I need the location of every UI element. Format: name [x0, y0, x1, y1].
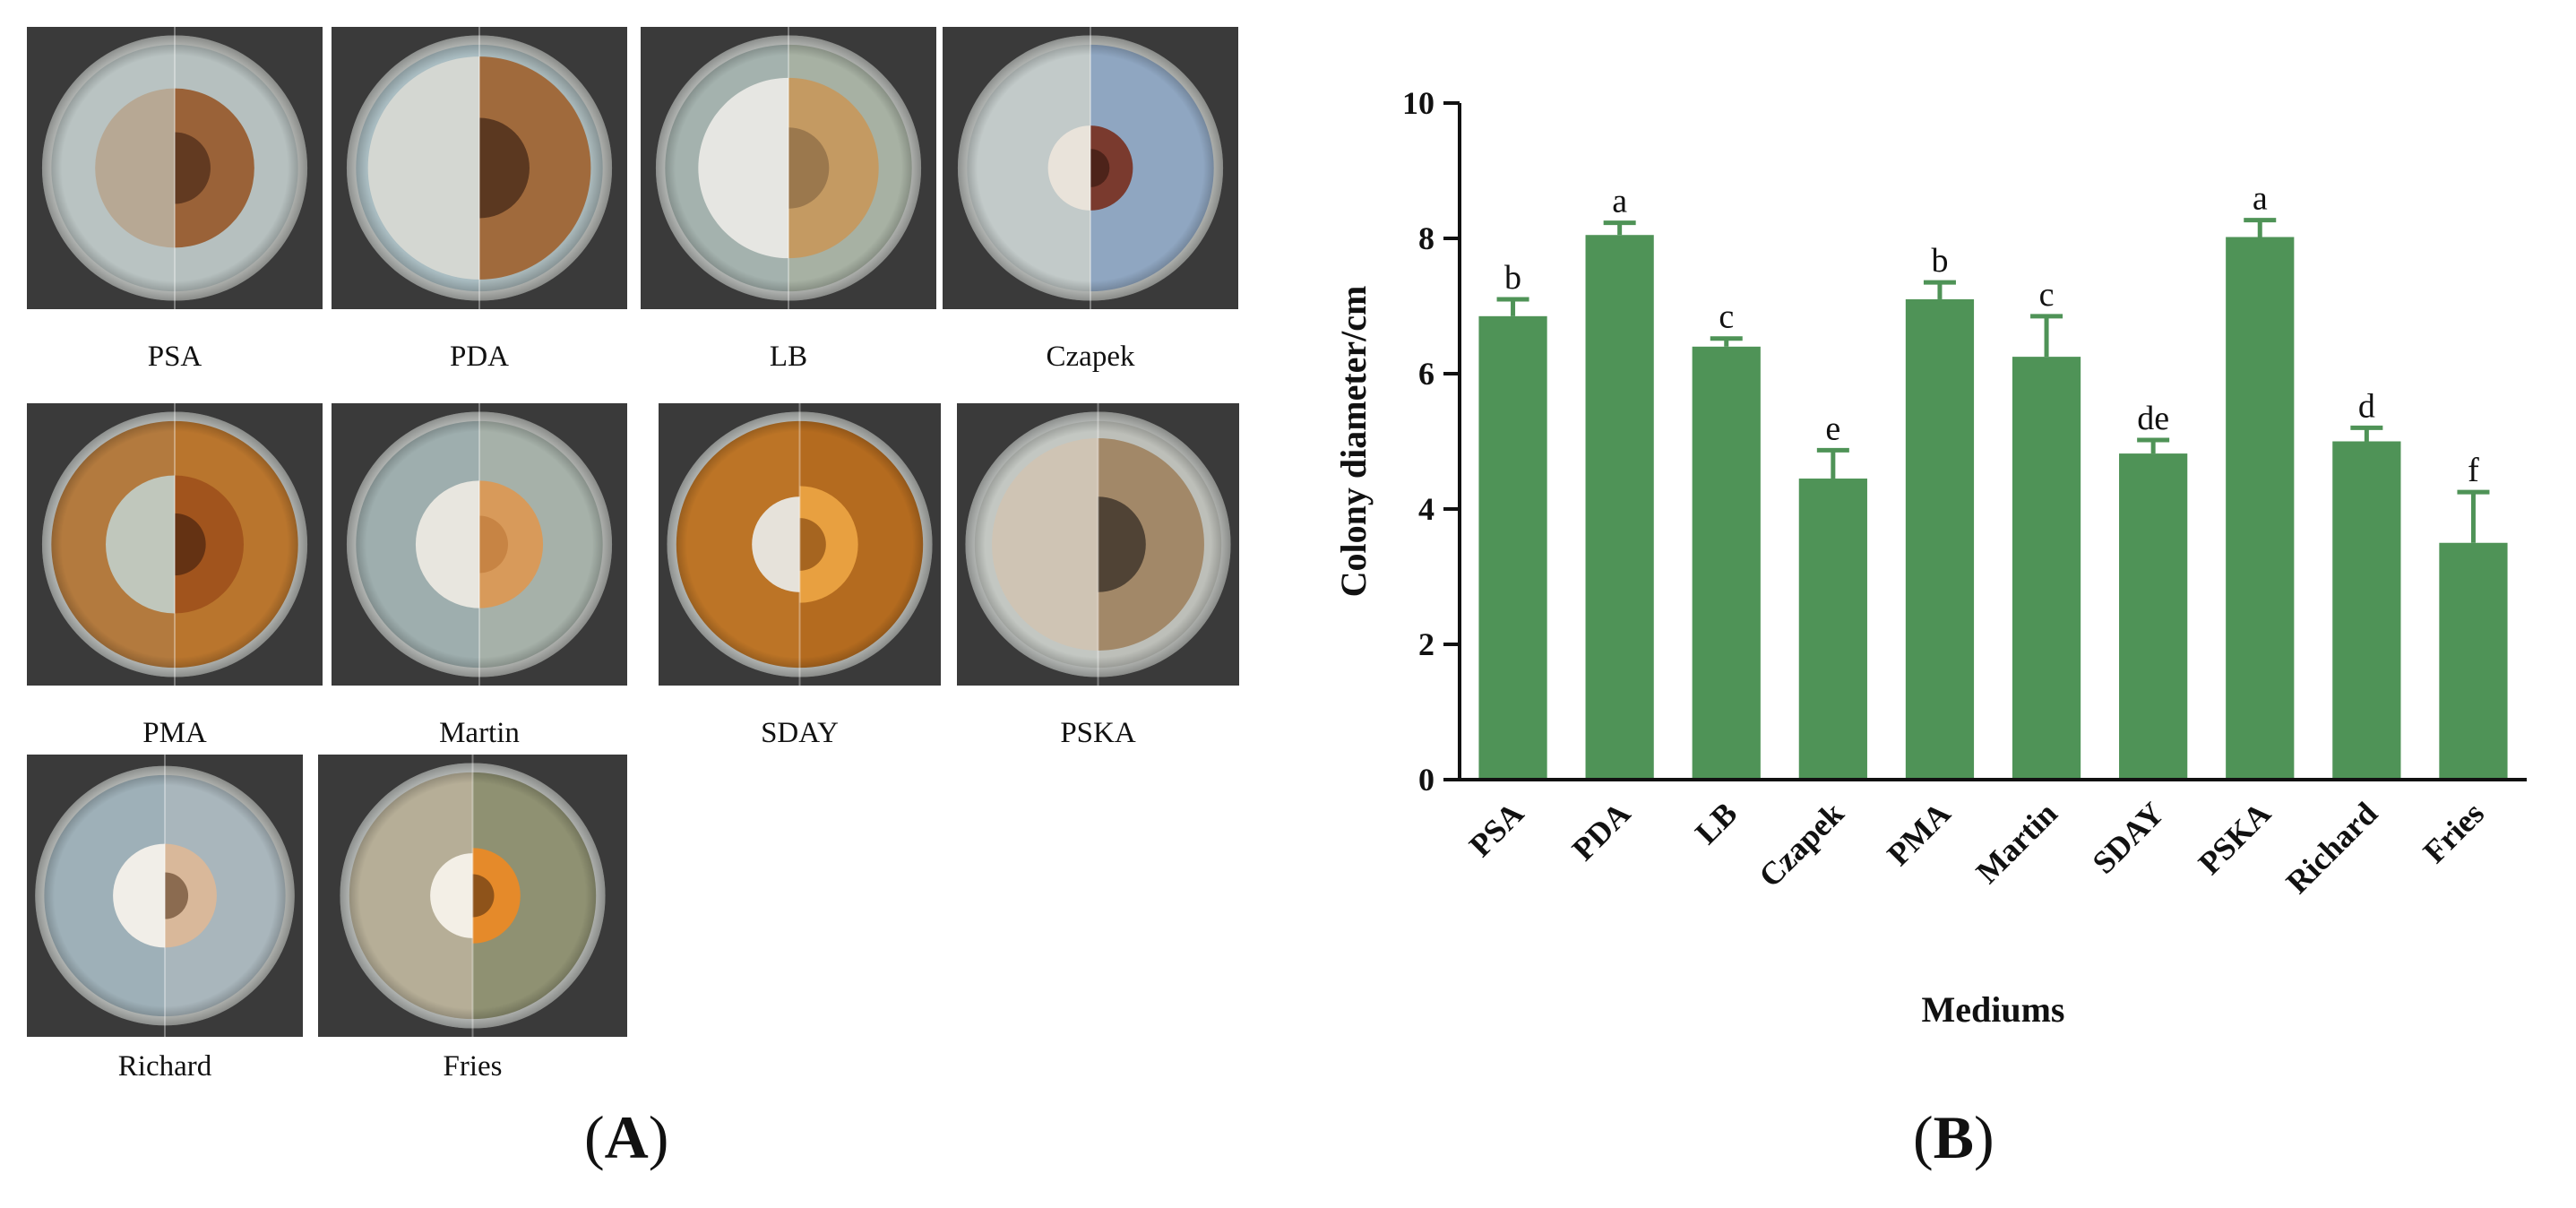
panel-b-chart: b PSA a PDA c LB e Czapek b PMA c Martin de SDAY a PSKA… [1299, 0, 2576, 1208]
x-tick-label-lb: LB [1688, 795, 1744, 850]
significance-label-lb: c [1719, 298, 1734, 336]
significance-label-fries: f [2468, 452, 2479, 489]
bar-lb [1692, 346, 1761, 780]
significance-label-pda: a [1612, 183, 1627, 220]
y-tick-label-4: 4 [1418, 491, 1434, 527]
plate-label: PDA [449, 341, 510, 373]
panel-b-tag: (B) [1913, 1103, 1994, 1171]
petri-plate-pska: PSKA [957, 403, 1239, 753]
x-tick-label-czapek: Czapek [1752, 795, 1850, 893]
bar-pma [1905, 298, 1975, 780]
x-tick-label-pda: PDA [1565, 795, 1638, 867]
significance-label-sday: de [2137, 400, 2169, 437]
plate-photo [943, 27, 1238, 309]
plate-photo [318, 755, 627, 1037]
plate-photo [641, 27, 936, 309]
y-tick-label-2: 2 [1418, 626, 1434, 662]
panel-b-letter: B [1933, 1103, 1975, 1171]
panel-a-letter: A [604, 1103, 649, 1171]
x-tick-label-psa: PSA [1462, 795, 1530, 863]
petri-plate-czapek: Czapek [943, 27, 1238, 376]
y-axis-title: Colony diameter/cm [1333, 286, 1374, 598]
x-tick-label-sday: SDAY [2086, 795, 2171, 880]
plate-photo [27, 755, 303, 1037]
x-tick-label-fries: Fries [2417, 795, 2491, 869]
significance-label-martin: c [2039, 276, 2055, 314]
plate-photo [332, 27, 627, 309]
panel-a-photo-grid: PSA PDA [27, 27, 1239, 1171]
bar-richard [2332, 441, 2401, 780]
plate-label: SDAY [761, 717, 839, 749]
plate-photo [332, 403, 627, 686]
x-tick-label-martin: Martin [1969, 795, 2064, 890]
significance-label-psa: b [1504, 259, 1521, 297]
significance-label-pma: b [1931, 242, 1948, 280]
petri-plate-pda: PDA [332, 27, 627, 376]
y-tick-label-10: 10 [1402, 85, 1434, 121]
bar-fries [2439, 542, 2508, 780]
petri-plate-fries: Fries [318, 755, 627, 1086]
x-tick-label-richard: Richard [2279, 795, 2384, 900]
plate-label: Czapek [1046, 341, 1135, 373]
x-tick-label-pska: PSKA [2192, 795, 2278, 881]
petri-plate-richard: Richard [27, 755, 303, 1086]
bar-martin [2012, 357, 2081, 780]
plate-label: PSKA [1060, 717, 1136, 749]
plate-label: PMA [142, 717, 207, 749]
panel-a-tag: (A) [584, 1103, 669, 1171]
plate-photo [27, 403, 323, 686]
significance-label-richard: d [2358, 387, 2375, 425]
x-axis-title: Mediums [1922, 989, 2065, 1030]
petri-plate-lb: LB [641, 27, 936, 376]
bar-czapek [1798, 479, 1867, 780]
significance-label-pska: a [2253, 180, 2268, 218]
bar-pska [2226, 237, 2295, 780]
y-tick-label-6: 6 [1418, 356, 1434, 392]
plate-label: PSA [147, 341, 202, 373]
plate-photo [957, 403, 1239, 686]
plate-photo [27, 27, 323, 309]
petri-plate-sday: SDAY [659, 403, 941, 753]
y-tick-label-0: 0 [1418, 762, 1434, 798]
plate-label: LB [769, 341, 808, 373]
bar-pda [1585, 235, 1654, 781]
plate-label: Richard [117, 1050, 212, 1083]
plate-label: Martin [439, 717, 520, 749]
plate-photo [659, 403, 941, 686]
plate-label: Fries [443, 1050, 503, 1083]
significance-label-czapek: e [1825, 410, 1840, 447]
petri-plate-pma: PMA [27, 403, 323, 753]
x-tick-label-pma: PMA [1880, 795, 1957, 872]
petri-plate-psa: PSA [27, 27, 323, 376]
bar-psa [1478, 315, 1547, 780]
bar-chart: b PSA a PDA c LB e Czapek b PMA c Martin de SDAY a PSKA… [1333, 85, 2527, 1030]
bar-sday [2119, 453, 2188, 780]
petri-plate-martin: Martin [332, 403, 627, 753]
y-tick-label-8: 8 [1418, 220, 1434, 256]
